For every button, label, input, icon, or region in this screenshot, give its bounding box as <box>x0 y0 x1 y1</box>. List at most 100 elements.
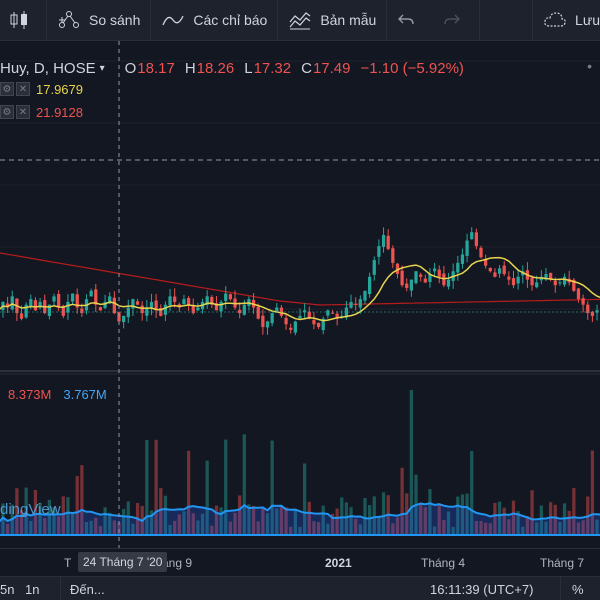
more-dots-icon[interactable]: • <box>587 58 592 74</box>
volume-bar <box>214 505 219 535</box>
candle-body <box>391 248 395 263</box>
candle-body <box>405 283 409 288</box>
candle-body <box>414 271 418 284</box>
symbol-title[interactable]: Huy, D, HOSE <box>0 59 96 77</box>
volume-bar <box>432 526 437 535</box>
volume-bar <box>224 439 228 535</box>
candle-body <box>149 301 154 308</box>
percent-toggle[interactable]: % <box>572 582 584 597</box>
volume-bar <box>196 520 200 535</box>
volume-bar <box>590 450 595 535</box>
redo-button[interactable] <box>433 0 481 40</box>
gear-icon[interactable]: ⚙ <box>0 105 14 119</box>
candle-body <box>581 298 585 305</box>
volume-bar <box>470 450 474 535</box>
compare-button[interactable]: So sánh <box>47 0 152 40</box>
volume-bar <box>191 513 195 535</box>
volume-bar <box>465 493 469 535</box>
low-value: 17.32 <box>253 59 292 77</box>
volume-bar <box>29 520 33 535</box>
close-icon[interactable]: ✕ <box>16 105 30 119</box>
range-1y-button[interactable]: 1n <box>25 582 40 597</box>
candle-body <box>238 309 242 314</box>
time-tick: áng 9 <box>162 556 193 570</box>
clock-timezone[interactable]: 16:11:39 (UTC+7) <box>430 582 534 597</box>
candle-body <box>484 258 488 266</box>
candle-body <box>108 296 112 304</box>
volume-bar <box>112 520 116 535</box>
volume-bar <box>43 518 47 535</box>
candle-body <box>400 270 404 286</box>
candle-body <box>479 247 483 258</box>
candle-body <box>154 300 158 311</box>
price-chart[interactable] <box>0 41 600 548</box>
volume-bar <box>535 522 539 535</box>
volume-bar <box>98 526 103 535</box>
time-axis[interactable]: T áng 9 2021 Tháng 4 Tháng 7 24 Tháng 7 … <box>0 548 600 576</box>
candle-body <box>349 301 353 308</box>
tradingview-watermark: dingView <box>0 501 61 518</box>
indicators-button[interactable]: Các chỉ báo <box>151 0 279 40</box>
volume-bar <box>307 501 311 535</box>
templates-label: Bản mẫu <box>320 12 377 28</box>
gear-icon[interactable]: ⚙ <box>0 82 14 96</box>
candle-style-button[interactable] <box>0 0 47 40</box>
candle-body <box>57 293 61 308</box>
volume-bar <box>228 521 233 535</box>
candle-body <box>256 306 260 319</box>
volume-bar <box>219 507 223 535</box>
candle-body <box>66 301 70 313</box>
volume-bar <box>251 505 256 535</box>
volume-bar <box>103 507 107 535</box>
candle-body <box>321 318 325 331</box>
candle-body <box>29 299 33 307</box>
indicator-row-2: ⚙ ✕ 21.9128 <box>0 104 83 120</box>
candle-body <box>89 290 93 297</box>
goto-date-button[interactable]: Đến... <box>70 582 105 597</box>
redo-icon <box>444 14 461 25</box>
candle-body <box>210 297 214 305</box>
volume-bar <box>446 511 451 535</box>
volume-bar <box>205 460 209 535</box>
candle-body <box>576 288 581 300</box>
save-label: Lưu <box>575 12 600 28</box>
volume-bar <box>428 489 432 535</box>
volume-bar <box>89 520 93 535</box>
change-value: −1.10 (−5.92%) <box>360 59 464 77</box>
candle-body <box>372 260 376 275</box>
candle-body <box>261 315 265 328</box>
range-5y-button[interactable]: 5n <box>0 582 15 597</box>
volume-bar <box>326 523 330 535</box>
volume-bar <box>354 518 358 535</box>
candle-body <box>173 296 177 302</box>
candle-body <box>326 310 330 316</box>
volume-bar <box>303 463 307 535</box>
candle-body <box>423 278 427 283</box>
templates-button[interactable]: Bản mẫu <box>278 0 388 40</box>
save-button[interactable]: Lưu <box>532 0 600 40</box>
volume-bar <box>474 521 478 535</box>
volume-value-a: 8.373M <box>8 387 52 402</box>
bottom-bar: 5n 1n Đến... 16:11:39 (UTC+7) % <box>0 576 600 600</box>
candle-body <box>553 280 557 286</box>
time-tick: Tháng 4 <box>421 556 466 570</box>
chart-area[interactable] <box>0 41 600 548</box>
volume-bar <box>182 511 186 535</box>
volume-bar <box>1 503 5 535</box>
close-icon[interactable]: ✕ <box>16 82 30 96</box>
volume-bar <box>19 510 24 535</box>
volume-bar <box>493 502 497 535</box>
bottom-separator <box>60 577 61 600</box>
undo-button[interactable] <box>387 0 433 40</box>
chevron-down-icon[interactable]: ▾ <box>99 62 105 74</box>
open-label: O <box>124 59 137 77</box>
volume-bar <box>391 523 395 535</box>
volume-bar <box>289 526 293 535</box>
volume-bar <box>544 521 548 535</box>
volume-bar <box>344 502 349 535</box>
volume-bar <box>149 510 154 535</box>
volume-bar <box>419 502 423 535</box>
candle-body <box>428 274 432 282</box>
volume-bar <box>247 504 251 535</box>
indicator-value-1: 17.9679 <box>36 81 83 97</box>
